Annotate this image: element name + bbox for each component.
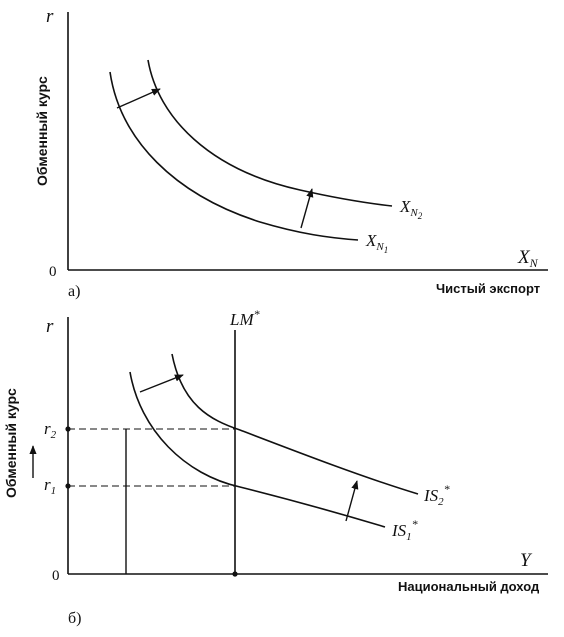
lm-label-base: LM [229,310,254,329]
r1-label-base: r [44,475,51,494]
lm-foot-dot [232,571,238,577]
curve-is2 [171,353,419,495]
curve-xn2-label-subsub: 2 [418,211,423,221]
panel-a-x-symbol: XN [517,247,539,270]
curve-is1-label: IS1* [391,517,418,543]
r1-label: r1 [44,475,56,497]
curve-is2-label-base: IS [423,486,439,505]
curve-xn2-label: XN2 [399,197,423,221]
panel-b-origin: 0 [52,568,60,584]
panel-a: r Обменный курс 0 XN Чистый экспорт а) X… [34,6,548,300]
panel-a-y-symbol: r [46,6,54,27]
lm-label-star: * [254,307,260,321]
shift-arrow-lower-b [345,480,359,522]
curve-xn2-label-base: X [399,197,411,216]
curve-xn1 [109,71,359,241]
panel-b-y-symbol: r [46,316,54,337]
curve-xn1-label-base: X [365,231,377,250]
r2-label-base: r [44,419,51,438]
panel-b-x-label: Национальный доход [398,579,540,594]
curve-xn2-label-sub: N [409,207,418,219]
curve-is2-label: IS2* [423,482,450,508]
panel-b-y-label: Обменный курс [3,388,19,498]
panel-b-x-symbol: Y [520,550,533,571]
curve-xn1-label: XN1 [365,231,388,255]
panel-a-origin: 0 [49,264,57,280]
curve-is2-label-sub: 2 [438,496,444,508]
panel-b-panel-label: б) [68,610,81,627]
r1-label-sub: 1 [51,485,57,497]
panel-b: r Обменный курс 0 Y Национальный доход б… [3,307,548,627]
curve-is2-label-star: * [444,482,450,496]
shift-arrow-lower-a [300,188,314,229]
panel-a-x-symbol-base: X [517,247,531,268]
curve-xn1-label-sub: N [375,241,384,253]
panel-a-panel-label: а) [68,283,80,300]
shift-arrow-upper-a [116,88,161,109]
panel-a-x-label: Чистый экспорт [436,281,540,296]
r2-label: r2 [44,419,57,441]
curve-is1 [129,371,386,528]
curve-xn1-label-subsub: 1 [384,245,389,255]
curve-is1-label-star: * [412,517,418,531]
shift-arrow-upper-b [139,374,184,393]
lm-label: LM* [229,307,260,329]
panel-a-y-label: Обменный курс [34,76,50,186]
panel-a-x-symbol-sub: N [529,256,539,270]
curve-is1-label-sub: 1 [406,531,412,543]
r2-label-sub: 2 [51,429,57,441]
curve-is1-label-base: IS [391,521,407,540]
curve-xn2 [147,59,393,207]
